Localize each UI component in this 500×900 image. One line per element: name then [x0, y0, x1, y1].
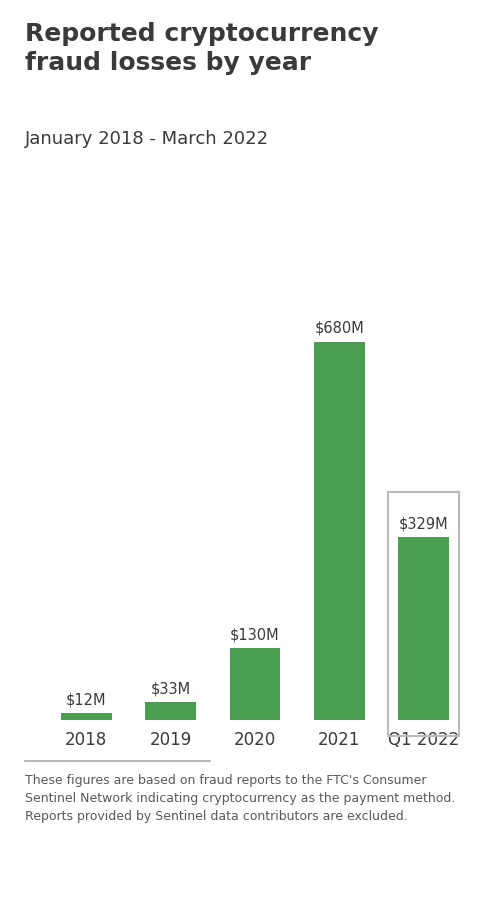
Text: Reported cryptocurrency
fraud losses by year: Reported cryptocurrency fraud losses by …: [25, 22, 378, 76]
Text: $33M: $33M: [150, 681, 190, 696]
Bar: [146, 702, 196, 720]
Text: $130M: $130M: [230, 627, 280, 642]
Text: $12M: $12M: [66, 693, 106, 707]
Text: $680M: $680M: [314, 321, 364, 336]
Text: $329M: $329M: [399, 517, 448, 531]
Bar: [398, 537, 449, 720]
Text: These figures are based on fraud reports to the FTC's Consumer
Sentinel Network : These figures are based on fraud reports…: [25, 774, 456, 823]
Bar: [61, 714, 112, 720]
Bar: [230, 648, 280, 720]
Bar: [314, 341, 364, 720]
Text: January 2018 - March 2022: January 2018 - March 2022: [25, 130, 269, 148]
